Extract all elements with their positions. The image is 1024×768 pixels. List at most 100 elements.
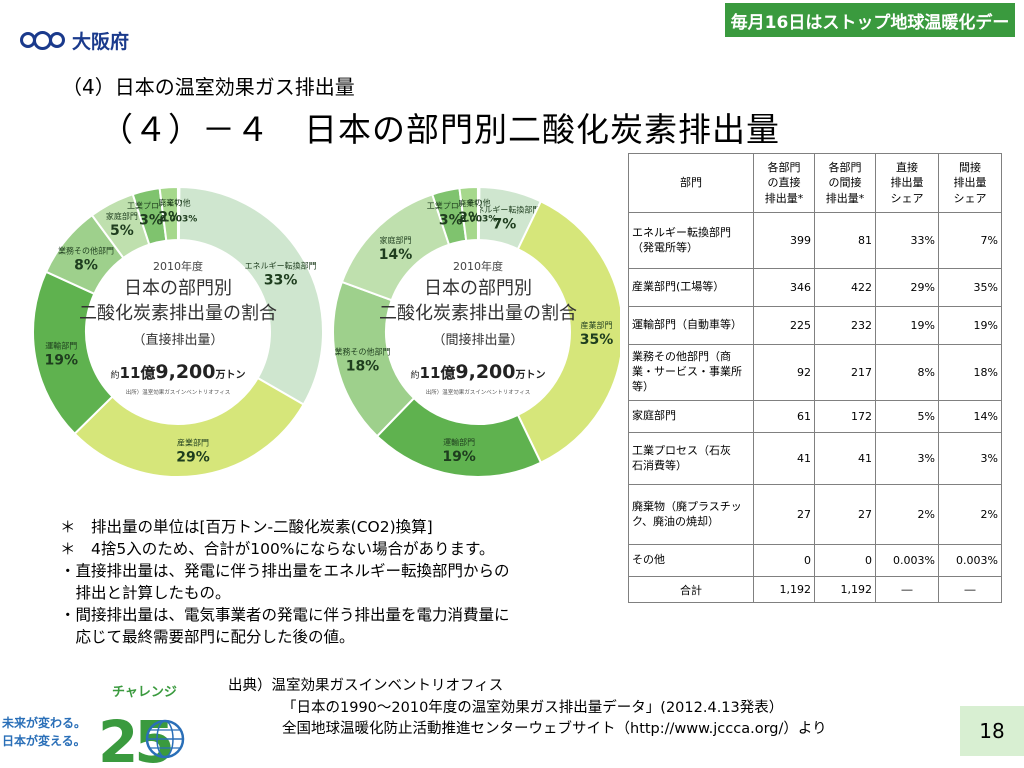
osaka-logo: 大阪府 [20,26,129,54]
slice-value: 0.003% [160,215,198,225]
slice-energy [177,185,324,406]
table-total-row: 合計 1,192 1,192 ― ― [628,576,1002,603]
section-subtitle: （4）日本の温室効果ガス排出量 [62,75,355,99]
indirect-share: 0.003% [938,544,1002,577]
slice-value: 19% [442,449,476,465]
direct-emission: 0 [753,544,815,577]
logo-text: 大阪府 [72,30,130,53]
donut-charts: エネルギー転換部門 33% 産業部門 29% 運輸部門 19% 業務その他部門 8% 家庭部門 5… [32,185,620,478]
slice-label: エネルギー転換部門 [245,261,317,271]
slice-other [476,185,481,242]
chart-center-line: 日本の部門別 [124,278,232,299]
slice-label: 業務その他部門 [334,346,390,356]
slice-industry [73,376,305,478]
donut-chart-direct: エネルギー転換部門 33% 産業部門 29% 運輸部門 19% 業務その他部門 8% 家庭部門 5… [32,185,324,478]
indirect-emission: 217 [814,344,876,401]
table-header-2: 各部門 の間接 排出量* [814,153,876,213]
table-row: 産業部門(工場等） 346 422 29% 35% [628,268,1002,307]
indirect-share: 14% [938,400,1002,433]
page-title: （４）－４ 日本の部門別二酸化炭素排出量 [100,110,780,149]
page-number: 18 [960,706,1024,756]
table-header-1: 各部門 の直接 排出量* [753,153,815,213]
slice-label: 家庭部門 [380,235,412,245]
indirect-emission: 232 [814,306,876,345]
sector-name: 工業プロセス（石灰 石消費等） [628,432,754,485]
total-direct: 1,192 [753,576,815,603]
challenge-slogan-1: 未来が変わる。 [1,715,86,730]
slice-value: 2% [158,210,182,226]
table-header-4: 間接 排出量 シェア [938,153,1002,213]
slice-value: 19% [45,353,79,369]
total-indirect: 1,192 [814,576,876,603]
chart-total: 約11億9,200万トン [411,361,546,383]
table-row: 業務その他部門（商 業・サービス・事業所 等） 92 217 8% 18% [628,344,1002,401]
table-row: 工業プロセス（石灰 石消費等） 41 41 3% 3% [628,432,1002,485]
slice-value: 35% [580,332,614,348]
table-header-0: 部門 [628,153,754,213]
table-row: 廃棄物（廃プラスチッ ク、廃油の焼却） 27 27 2% 2% [628,484,1002,545]
sector-name: 産業部門(工場等） [628,268,754,307]
challenge-text: チャレンジ [112,685,177,700]
slice-label: 廃棄物 [458,198,482,208]
campaign-banner: 毎月16日はストップ地球温暖化デー [725,3,1015,37]
challenge25-logo: チャレンジ 未来が変わる。 日本が変える。 25 [1,685,185,768]
slice-industry [516,200,620,464]
slice-value: 8% [74,257,98,273]
direct-emission: 346 [753,268,815,307]
table-row: 運輸部門（自動車等） 225 232 19% 19% [628,306,1002,345]
table-row: エネルギー転換部門 （発電所等） 399 81 33% 7% [628,212,1002,269]
slice-value: 7% [492,216,516,232]
direct-share: 19% [875,306,939,345]
slice-value: 3% [439,213,463,229]
indirect-emission: 27 [814,484,876,545]
indirect-share: 18% [938,344,1002,401]
chart-center-line: 二酸化炭素排出量の割合 [79,303,277,324]
chart-year: 2010年度 [153,259,203,273]
direct-share: 5% [875,400,939,433]
chart-center-line: （直接排出量） [132,332,223,348]
chart-year: 2010年度 [453,259,503,273]
slice-label: 業務その他部門 [58,245,114,255]
note-indirect-1: ・間接排出量は、電気事業者の発電に伴う排出量を電力消費量に [60,606,510,624]
total-direct-share: ― [875,576,939,603]
slice-label: 工業プロセス [427,201,475,211]
slice-label: その他 [167,198,191,208]
sector-name: 家庭部門 [628,400,754,433]
direct-share: 29% [875,268,939,307]
note-direct-1: ・直接排出量は、発電に伴う排出量をエネルギー転換部門からの [60,562,510,580]
direct-share: 0.003% [875,544,939,577]
slice-label: その他 [467,198,491,208]
slice-label: 産業部門 [581,320,613,330]
table-row: その他 0 0 0.003% 0.003% [628,544,1002,577]
total-label: 合計 [628,576,754,603]
sector-name: 運輸部門（自動車等） [628,306,754,345]
sector-name: エネルギー転換部門 （発電所等） [628,212,754,269]
indirect-share: 2% [938,484,1002,545]
source-line-3: 全国地球温暖化防止活動推進センターウェブサイト（http://www.jccca… [282,721,827,737]
donut-chart-indirect: エネルギー転換部門 7% 産業部門 35% 運輸部門 19% 業務その他部門 18% 家庭部門 1… [332,185,620,478]
slice-other [176,185,181,242]
chart-total: 約11億9,200万トン [111,361,246,383]
total-indirect-share: ― [938,576,1002,603]
indirect-emission: 172 [814,400,876,433]
chart-center-line: 日本の部門別 [424,278,532,299]
direct-emission: 92 [753,344,815,401]
indirect-emission: 81 [814,212,876,269]
direct-emission: 225 [753,306,815,345]
slice-value: 3% [139,213,163,229]
direct-emission: 61 [753,400,815,433]
slice-label: 運輸部門 [45,341,77,351]
osaka-emblem-icon [20,30,65,50]
slice-value: 5% [110,223,134,239]
indirect-share: 35% [938,268,1002,307]
globe-icon [145,719,185,759]
indirect-emission: 41 [814,432,876,485]
note-direct-2: 排出と計算したもの。 [60,584,231,602]
indirect-share: 19% [938,306,1002,345]
note-indirect-2: 応じて最終需要部門に配分した後の値。 [60,628,355,646]
table-header-row: 部門 各部門 の直接 排出量* 各部門 の間接 排出量* 直接 排出量 シェア 間接 排出量 シェア [628,153,1002,213]
challenge-number: 25 [98,708,171,768]
slice-label: 廃棄物 [158,198,182,208]
sector-name: 廃棄物（廃プラスチッ ク、廃油の焼却） [628,484,754,545]
slice-label: エネルギー転換部門 [468,204,540,214]
